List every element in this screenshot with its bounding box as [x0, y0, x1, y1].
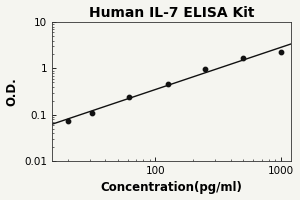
Title: Human IL-7 ELISA Kit: Human IL-7 ELISA Kit: [89, 6, 254, 20]
Point: [89, 111, 94, 114]
Point: [203, 68, 208, 71]
Point: [165, 82, 170, 85]
Point: [241, 57, 246, 60]
Point: [279, 50, 283, 53]
X-axis label: Concentration(pg/ml): Concentration(pg/ml): [100, 181, 242, 194]
Y-axis label: O.D.: O.D.: [6, 77, 19, 106]
Point: [65, 119, 70, 122]
Point: [127, 96, 132, 99]
